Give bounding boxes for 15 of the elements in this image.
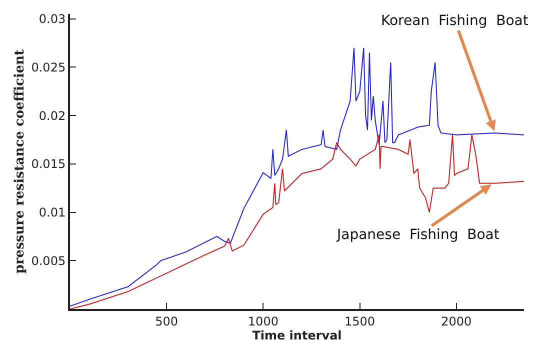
y-tick-label: 0.01	[38, 205, 66, 220]
y-tick-label: 0.03	[38, 12, 66, 26]
x-axis-title: Time interval	[252, 328, 342, 342]
y-tick-label: 0.005	[31, 254, 66, 268]
annotation: Korean Fishing Boat	[381, 13, 529, 29]
y-tick-label: 0.02	[38, 108, 66, 123]
line-series	[70, 47, 524, 307]
x-tick-label: 1500	[344, 314, 376, 328]
x-tick-label: 2000	[441, 314, 472, 328]
x-tick-label: 500	[155, 314, 178, 328]
y-tick-label: 0.015	[31, 157, 66, 172]
annotation: Japanese Fishing Boat	[336, 227, 500, 243]
x-tick-label: 1000	[248, 314, 278, 328]
y-axis-title: pressure resistance coefficient	[12, 49, 28, 274]
y-tick-label: 0.025	[31, 60, 66, 74]
